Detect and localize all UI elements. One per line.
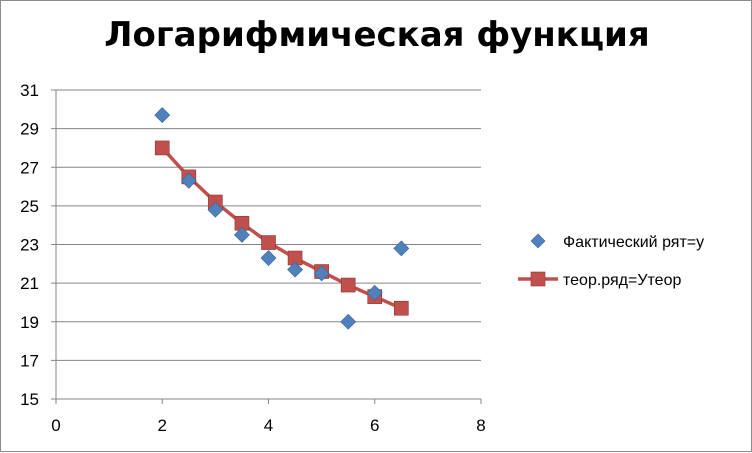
y-tick-label: 15: [20, 390, 39, 409]
series-theoretical-point: [340, 277, 356, 293]
series-theoretical-line: [160, 146, 403, 310]
series-actual-point: [180, 172, 197, 189]
legend-marker-theoretical: [530, 271, 546, 287]
y-tick-label: 27: [20, 158, 39, 177]
series-actual-point: [154, 107, 171, 124]
series-actual-point: [234, 226, 250, 243]
y-tick-label: 21: [20, 274, 39, 293]
y-tick-label: 19: [20, 313, 39, 332]
series-theoretical-point: [394, 300, 409, 316]
y-tick-label: 29: [20, 120, 39, 139]
series-theoretical-point: [261, 235, 276, 250]
series-actual-point: [287, 261, 303, 278]
series-actual-point: [260, 250, 277, 266]
x-tick-label: 2: [158, 416, 167, 435]
chart-title: Логарифмическая функция: [104, 15, 650, 55]
legend-marker-actual: [530, 233, 546, 249]
x-tick-label: 8: [476, 416, 485, 435]
y-tick-label: 25: [20, 197, 39, 216]
series-actual-point: [366, 284, 383, 301]
x-tick-label: 6: [370, 416, 379, 435]
series-theoretical-point: [154, 140, 170, 156]
series-actual-point: [313, 265, 330, 282]
x-tick-label: 4: [264, 416, 273, 435]
legend-label-theoretical: теор.ряд=Утеор: [563, 272, 681, 289]
x-tick-label: 0: [51, 416, 60, 435]
series-actual-point: [340, 313, 357, 330]
series-actual-point: [207, 201, 224, 218]
legend-label-actual: Фактический рят=y: [563, 234, 704, 251]
series-actual-point: [393, 240, 410, 257]
y-tick-label: 31: [20, 81, 39, 100]
y-tick-label: 17: [20, 351, 39, 370]
y-tick-label: 23: [20, 236, 39, 255]
